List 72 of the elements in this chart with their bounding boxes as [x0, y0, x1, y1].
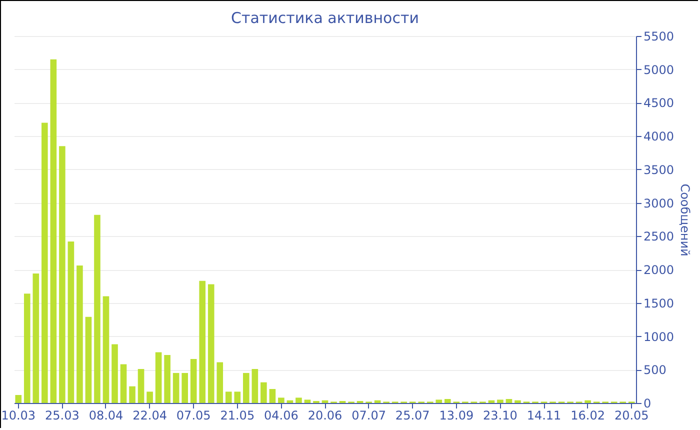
y-tick-label: 4000 [644, 130, 674, 144]
x-tick-label: 14.11 [526, 408, 562, 422]
bar [444, 398, 451, 403]
bar [234, 392, 241, 403]
bar [260, 382, 267, 403]
chart-title: Статистика активности [231, 9, 419, 27]
bar [94, 214, 100, 403]
x-tick-label: 07.07 [352, 408, 386, 422]
bar [374, 400, 381, 403]
y-tick-label: 2000 [644, 263, 674, 278]
bar [42, 122, 48, 403]
y-tick-label: 2500 [644, 230, 674, 244]
bar [32, 274, 40, 403]
bar [208, 284, 214, 403]
bar [514, 400, 521, 403]
x-tick-label: 10.03 [1, 408, 36, 422]
bar [436, 400, 442, 403]
y-tick-label: 500 [644, 363, 666, 378]
bar [68, 242, 74, 403]
x-tick-label: 25.03 [45, 408, 80, 422]
y-tick-label: 3500 [644, 162, 674, 177]
bar [322, 400, 328, 403]
bar [199, 280, 206, 403]
y-tick-label: 5500 [644, 30, 674, 44]
bar [278, 398, 284, 403]
bar [146, 392, 153, 403]
x-tick-label: 04.06 [264, 408, 298, 422]
bar [102, 296, 110, 403]
bar [164, 354, 170, 403]
y-tick-label: 3000 [644, 196, 674, 210]
bar [24, 294, 30, 403]
bar [190, 358, 197, 403]
bar [304, 400, 311, 403]
bar [296, 398, 302, 403]
bar [172, 372, 180, 403]
bar [225, 392, 232, 403]
bar [85, 316, 92, 403]
bar [182, 372, 188, 403]
bar [488, 400, 495, 403]
x-tick-label: 20.05 [614, 408, 649, 422]
y-tick-label: 1000 [644, 330, 674, 344]
y-axis-title: Сообщений [678, 184, 692, 256]
bar [252, 368, 258, 403]
bar [497, 400, 504, 403]
bar [50, 59, 57, 403]
bar [138, 368, 144, 403]
bar [506, 398, 512, 403]
bar [120, 364, 127, 403]
bar [129, 386, 136, 403]
bar [243, 372, 250, 403]
y-tick-label: 0 [644, 396, 652, 410]
bar [286, 400, 294, 403]
bar [584, 400, 591, 403]
bar [216, 362, 224, 403]
bar [59, 146, 66, 403]
bar [15, 394, 22, 403]
x-tick-label: 21.05 [220, 408, 255, 422]
x-tick-label: 20.06 [308, 408, 342, 422]
bar [76, 266, 83, 403]
bar [112, 344, 118, 403]
x-tick-label: 07.05 [176, 408, 211, 422]
x-tick-label: 25.07 [395, 408, 430, 422]
x-tick-label: 22.04 [132, 408, 167, 422]
y-tick-label: 4500 [644, 96, 674, 110]
bar [269, 388, 276, 403]
x-tick-label: 13.09 [439, 408, 474, 422]
x-tick-label: 08.04 [88, 408, 124, 422]
bar [155, 352, 162, 403]
x-tick-label: 23.10 [483, 408, 518, 422]
y-tick-label: 5000 [644, 62, 674, 77]
y-tick-label: 1500 [644, 296, 674, 310]
x-tick-label: 16.02 [570, 408, 605, 422]
